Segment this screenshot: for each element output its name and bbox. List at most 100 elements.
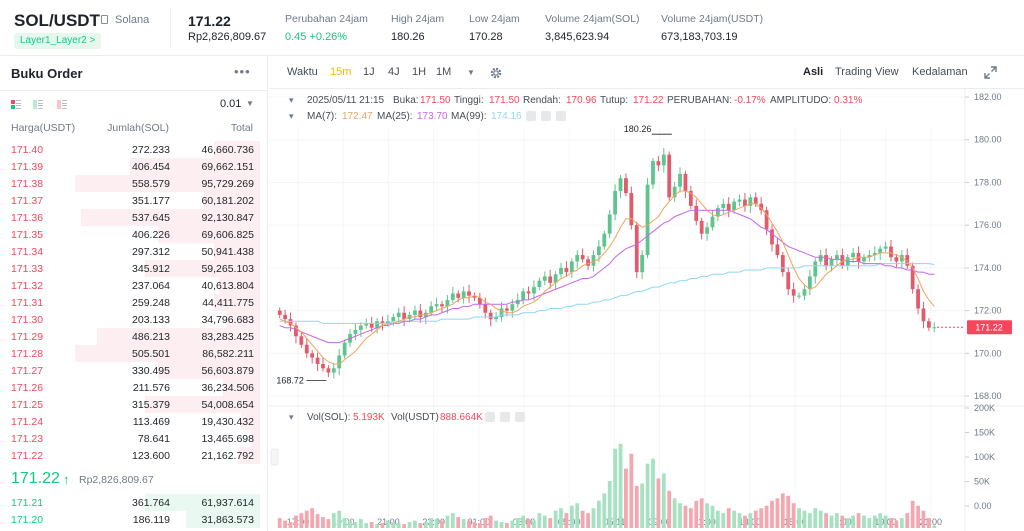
settings-icon[interactable] [541, 111, 551, 121]
candle-body [710, 216, 715, 228]
ask-row[interactable]: 171.34 297.312 50,941.438 [0, 243, 267, 260]
category-tag[interactable]: Layer1_Layer2 > [14, 33, 102, 49]
candle-body [656, 161, 661, 166]
ask-row[interactable]: 171.36 537.645 92,130.847 [0, 209, 267, 226]
view-original[interactable]: Asli [803, 66, 824, 78]
collapse-caret-icon[interactable]: ▾ [289, 412, 294, 422]
ask-total: 13,465.698 [201, 433, 254, 445]
x-tick-label: 21:00 [920, 517, 943, 527]
volume-bar [331, 513, 336, 528]
settings-gear-icon[interactable] [489, 66, 503, 80]
candle-body [688, 190, 693, 206]
ask-row[interactable]: 171.33 345.912 59,265.103 [0, 260, 267, 277]
ask-row[interactable]: 171.38 558.579 95,729.269 [0, 175, 267, 192]
bid-row[interactable]: 171.21 361.764 61,937.614 [0, 494, 267, 511]
ask-row[interactable]: 171.40 272.233 46,660.736 [0, 141, 267, 158]
candle-body [472, 295, 477, 298]
volume-bar [721, 513, 726, 528]
candle-body [299, 336, 304, 345]
candle-body [835, 255, 839, 260]
volume-bar [602, 493, 607, 528]
ask-row[interactable]: 171.26 211.576 36,234.506 [0, 379, 267, 396]
caret-down-icon[interactable]: ▼ [246, 99, 254, 108]
interval-1h[interactable]: 1H [412, 66, 427, 78]
ask-row[interactable]: 171.29 486.213 83,283.425 [0, 328, 267, 345]
ask-total: 86,582.211 [202, 348, 254, 360]
x-tick-label: 05:00 [558, 517, 581, 527]
bid-row[interactable]: 171.20 186.119 31,863.573 [0, 511, 267, 528]
ma7-line [279, 190, 935, 365]
y-tick-label: 182.00 [974, 92, 1002, 102]
candle-body [753, 197, 758, 204]
candle-body [867, 255, 872, 258]
ask-row[interactable]: 171.35 406.226 69,606.825 [0, 226, 267, 243]
volume-bar [775, 498, 780, 528]
volume-bar [564, 513, 569, 528]
view-both-icon[interactable] [11, 100, 21, 109]
candle-body [775, 244, 780, 256]
view-bids-icon[interactable] [33, 100, 43, 109]
volume-bar [515, 518, 520, 528]
bid-total: 31,863.573 [201, 514, 254, 526]
view-tradingview[interactable]: Trading View [835, 66, 899, 78]
ask-row[interactable]: 171.37 351.177 60,181.202 [0, 192, 267, 209]
collapse-caret-icon[interactable]: ▾ [289, 111, 294, 121]
candle-body [580, 255, 585, 260]
ask-row[interactable]: 171.24 113.469 19,430.432 [0, 413, 267, 430]
volume-bar [710, 505, 715, 528]
mid-price: 171.22 [11, 470, 60, 487]
price-chart[interactable]: 182.00 180.00 178.00 176.00 174.00 172.00 170.… [269, 89, 1024, 531]
ask-amount: 330.495 [132, 365, 170, 377]
volume-bar [429, 518, 434, 528]
volume-bar [607, 480, 612, 528]
view-asks-icon[interactable] [57, 100, 67, 109]
interval-1j[interactable]: 1J [363, 66, 375, 78]
ask-row[interactable]: 171.30 203.133 34,796.683 [0, 311, 267, 328]
ask-amount: 537.645 [132, 212, 170, 224]
volume-bar [753, 510, 758, 528]
ask-row[interactable]: 171.25 315.379 54,008.654 [0, 396, 267, 413]
volume-bar [694, 500, 699, 528]
pair-symbol[interactable]: SOL/USDT [14, 11, 100, 30]
more-intervals-caret-icon[interactable]: ▼ [467, 68, 475, 77]
interval-1m[interactable]: 1M [436, 66, 452, 78]
last-price-tag [967, 320, 1012, 335]
ask-total: 34,796.683 [201, 314, 254, 326]
ask-row[interactable]: 171.39 406.454 69,662.151 [0, 158, 267, 175]
volume-bar [315, 514, 320, 528]
settings-icon[interactable] [500, 412, 510, 422]
depth-bar [158, 226, 260, 243]
ask-row[interactable]: 171.32 237.064 40,613.804 [0, 277, 267, 294]
view-depth[interactable]: Kedalaman [912, 66, 968, 78]
volume-bar [380, 523, 385, 528]
collapse-caret-icon[interactable]: ▾ [289, 95, 294, 105]
ask-row[interactable]: 171.23 78.641 13,465.698 [0, 430, 267, 447]
eye-icon[interactable] [485, 412, 495, 422]
fullscreen-icon[interactable] [984, 66, 997, 79]
volume-bar [580, 510, 585, 528]
candle-body [661, 154, 666, 166]
close-icon[interactable] [556, 111, 566, 121]
y-tick-label: 180.00 [974, 135, 1002, 145]
volume-bar [813, 508, 818, 528]
eye-icon[interactable] [526, 111, 536, 121]
candle-body [450, 293, 455, 300]
ask-row[interactable]: 171.22 123.600 21,162.792 [0, 447, 267, 464]
close-icon[interactable] [515, 412, 525, 422]
more-options-icon[interactable]: ••• [234, 64, 251, 79]
ask-row[interactable]: 171.27 330.495 56,603.879 [0, 362, 267, 379]
interval-15m[interactable]: 15m [330, 66, 352, 78]
interval-4j[interactable]: 4J [388, 66, 400, 78]
volume-bar [921, 510, 926, 528]
candle-body [732, 201, 737, 211]
tick-size-select[interactable]: 0.01 [220, 98, 242, 110]
volume-bar [926, 518, 931, 528]
ask-row[interactable]: 171.31 259.248 44,411.775 [0, 294, 267, 311]
ask-total: 46,660.736 [201, 144, 254, 156]
candle-body [477, 297, 482, 305]
candle-body [386, 321, 390, 324]
chart-scroll-handle[interactable] [270, 448, 279, 466]
ask-row[interactable]: 171.28 505.501 86,582.211 [0, 345, 267, 362]
bid-price: 171.21 [11, 497, 44, 509]
candle-body [494, 317, 498, 320]
